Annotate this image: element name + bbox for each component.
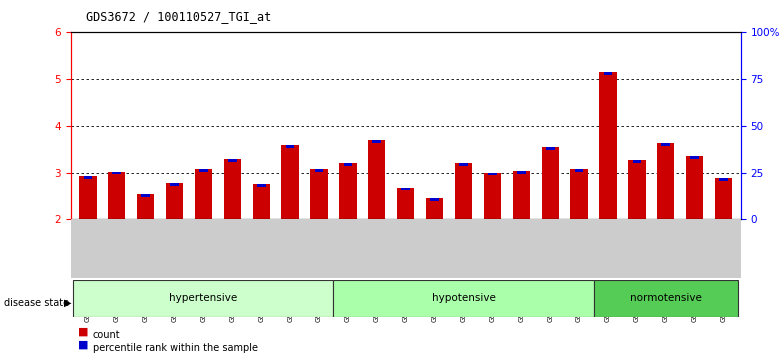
Bar (79, 176, 96, 219)
Text: ■: ■ (78, 339, 93, 350)
Bar (686, 156, 703, 219)
Text: count: count (93, 330, 120, 339)
Bar (286, 145, 295, 148)
Bar (74, 280, 333, 317)
Bar (542, 147, 559, 219)
Text: GDS3672 / 100110527_TGI_at: GDS3672 / 100110527_TGI_at (86, 10, 271, 23)
Text: normotensive: normotensive (630, 293, 702, 303)
Bar (488, 172, 497, 175)
Bar (662, 143, 670, 146)
Bar (397, 188, 415, 219)
Bar (257, 184, 266, 187)
Bar (199, 169, 208, 172)
Bar (571, 169, 588, 219)
Bar (333, 280, 593, 317)
Bar (314, 169, 323, 172)
Bar (108, 172, 125, 219)
Bar (170, 183, 179, 186)
Bar (343, 163, 352, 166)
Bar (593, 280, 738, 317)
Text: hypertensive: hypertensive (169, 293, 238, 303)
Bar (513, 171, 530, 219)
Bar (430, 198, 439, 201)
Bar (401, 188, 410, 190)
Bar (455, 163, 472, 219)
Bar (223, 159, 241, 219)
Bar (228, 159, 237, 162)
Bar (691, 156, 699, 159)
Bar (715, 178, 732, 219)
Bar (657, 143, 674, 219)
Bar (252, 184, 270, 219)
Bar (484, 172, 501, 219)
Bar (604, 72, 612, 75)
Bar (84, 176, 93, 179)
Bar (141, 194, 150, 197)
Bar (546, 147, 554, 150)
Bar (339, 163, 357, 219)
Text: ■: ■ (78, 326, 93, 337)
Bar (112, 172, 121, 175)
Bar (575, 169, 583, 172)
Bar (517, 171, 525, 174)
Bar (719, 178, 728, 181)
Bar (368, 140, 386, 219)
Bar (459, 163, 468, 166)
Text: disease state: disease state (4, 298, 69, 308)
Bar (137, 194, 154, 219)
Text: ▶: ▶ (64, 298, 72, 308)
Bar (633, 160, 641, 163)
Bar (281, 145, 299, 219)
Bar (310, 169, 328, 219)
Bar (426, 198, 443, 219)
Bar (628, 160, 645, 219)
Bar (166, 183, 183, 219)
Bar (194, 169, 212, 219)
Bar (599, 72, 617, 219)
Text: percentile rank within the sample: percentile rank within the sample (93, 343, 257, 353)
Bar (372, 140, 381, 143)
Text: hypotensive: hypotensive (431, 293, 495, 303)
